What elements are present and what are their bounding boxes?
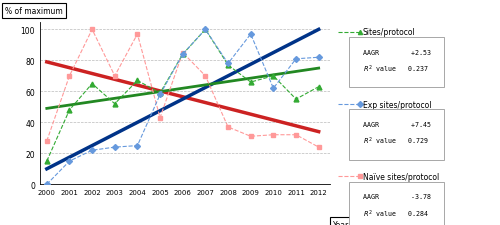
Text: AAGR        +7.45
$R^2$ value   0.729: AAGR +7.45 $R^2$ value 0.729 xyxy=(362,122,430,147)
Text: AAGR        +2.53
$R^2$ value   0.237: AAGR +2.53 $R^2$ value 0.237 xyxy=(362,50,430,75)
Text: % of maximum: % of maximum xyxy=(5,7,63,16)
Text: Year: Year xyxy=(333,220,349,225)
Text: Naïve sites/protocol: Naïve sites/protocol xyxy=(362,172,439,181)
Text: Exp sites/protocol: Exp sites/protocol xyxy=(362,100,431,109)
Text: Sites/protocol: Sites/protocol xyxy=(362,28,416,37)
Text: AAGR        -3.78
$R^2$ value   0.284: AAGR -3.78 $R^2$ value 0.284 xyxy=(362,194,430,219)
